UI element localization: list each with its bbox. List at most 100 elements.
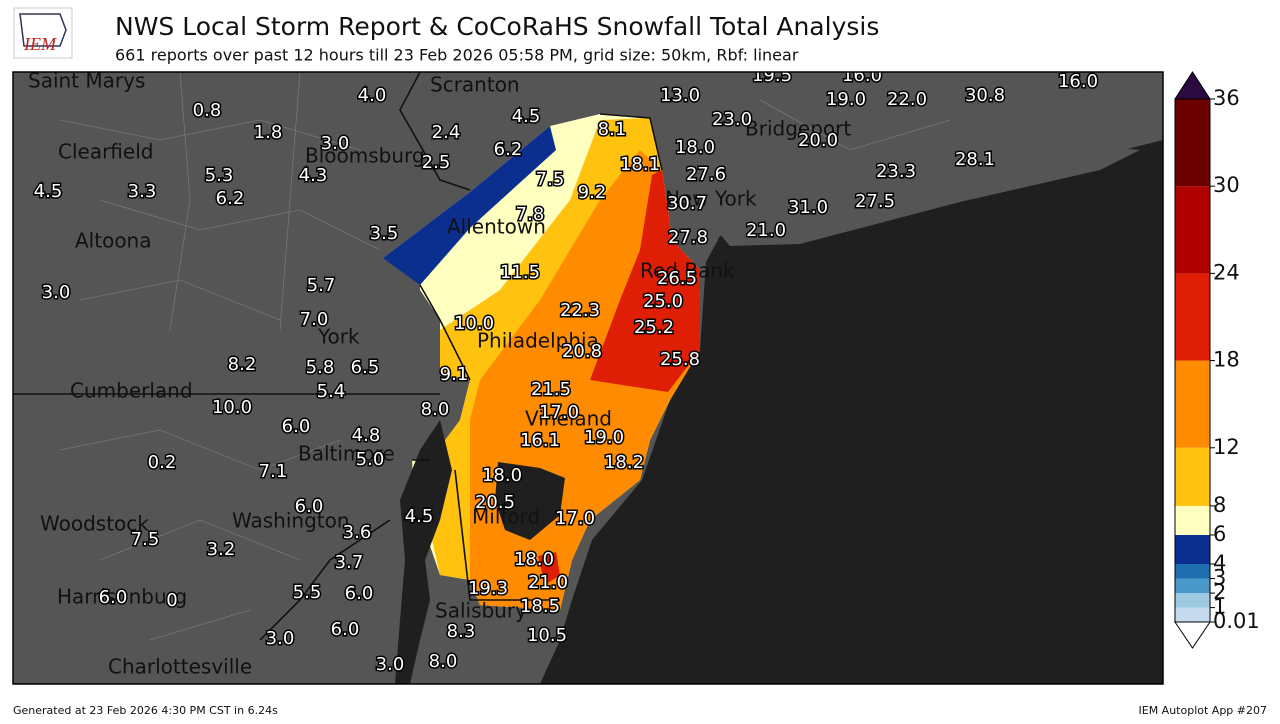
report-value: 3.0 [321,133,350,154]
report-value: 3.0 [42,282,71,303]
map: Saint Marys Scranton Clearfield Bloomsburg A… [12,65,1164,685]
report-value: 4.5 [405,506,434,527]
place-label: Charlottesville [108,655,252,679]
report-value: 19.0 [584,427,624,448]
report-value: 0.8 [193,100,222,121]
report-value: 5.0 [356,449,385,470]
report-value: 4.3 [299,165,328,186]
colorbar-tick-label: 6 [1213,522,1226,546]
colorbar-tick-label: 1 [1213,595,1226,619]
colorbar-bin [1175,534,1210,565]
report-value: 10.0 [454,313,494,334]
report-value: 22.0 [887,89,927,110]
report-value: 20.0 [798,130,838,151]
report-value: 7.0 [300,309,329,330]
place-label: Bridgeport [745,117,851,141]
report-value: 4.0 [358,85,387,106]
place-label: Milford [472,505,540,529]
report-value: 25.2 [634,317,674,338]
report-value: 21.0 [746,220,786,241]
colorbar-bin [1175,186,1210,274]
place-label: York [317,325,360,349]
report-value: 18.0 [482,465,522,486]
subtitle: 661 reports over past 12 hours till 23 F… [115,46,799,65]
report-value: 25.0 [643,291,683,312]
place-label: Washington [232,509,350,533]
report-value: 3.2 [207,539,236,560]
place-label: Baltimore [298,442,395,466]
place-label: Salisbury [435,599,527,623]
place-label: New York [665,187,757,211]
colorbar-bin [1175,447,1210,506]
colorbar-tick-label: 3 [1213,566,1226,590]
report-value: 13.0 [660,85,700,106]
reports: 4.0 0.8 1.8 3.0 2.4 4.5 6.2 2.5 8.1 13.0 19.5 16.0 1… [32,65,1099,677]
colorbar-bin [1175,578,1210,594]
report-value: 23.3 [876,161,916,182]
report-value: 31.0 [788,197,828,218]
report-value: 3.5 [370,223,399,244]
footer-left: Generated at 23 Feb 2026 4:30 PM CST in … [13,704,278,717]
colorbar-tick-label: 36 [1213,86,1240,110]
report-value: 3.7 [335,552,364,573]
report-value: 9.1 [440,364,469,385]
report-value: 0 [166,590,177,611]
report-value: 1.8 [254,122,283,143]
report-value: 7.5 [536,169,565,190]
report-value: 17.0 [555,508,595,529]
delaware-bay [495,462,565,540]
report-value: 25.8 [660,349,700,370]
report-value: 20.5 [475,492,515,513]
report-value: 28.1 [955,149,995,170]
report-value: 18.1 [620,154,660,175]
place-label: Allentown [447,215,546,239]
report-value: 5.7 [307,275,336,296]
places: Saint Marys Scranton Clearfield Bloomsburg A… [28,69,851,679]
report-value: 27.5 [855,191,895,212]
report-value: 6.2 [216,188,245,209]
colorbar-tick-label: 2 [1213,580,1226,604]
report-value: 18.2 [604,452,644,473]
place-label: Harrisonburg [57,585,187,609]
report-value: 27.8 [668,227,708,248]
report-value: 20.8 [562,341,602,362]
report-value: 19.5 [752,65,792,86]
place-label: Cumberland [70,379,193,403]
report-value: 17.0 [539,402,579,423]
colorbar-tick-label: 18 [1213,348,1240,372]
report-value: 30.7 [667,193,707,214]
report-value: 7.5 [131,529,160,550]
report-value: 7.8 [516,204,545,225]
colorbar-bin [1175,607,1210,622]
report-value: 5.3 [205,165,234,186]
place-label: Philadelphia [477,329,599,353]
report-value: 10.0 [212,397,252,418]
report-value: 4.5 [512,106,541,127]
colorbar-bin [1175,360,1210,448]
colorbar-bin [1175,99,1210,187]
title: NWS Local Storm Report & CoCoRaHS Snowfa… [115,12,879,41]
report-value: 21.0 [528,572,568,593]
report-value: 9.2 [578,182,607,203]
report-value: 6.0 [345,583,374,604]
report-value: 19.0 [826,89,866,110]
footer-right: IEM Autoplot App #207 [1139,704,1268,717]
colorbar-over [1174,71,1211,100]
place-label: Altoona [75,229,151,253]
report-value: 6.0 [282,416,311,437]
place-label: Saint Marys [28,69,145,93]
report-value: 0.2 [148,452,177,473]
logo-box [13,7,73,59]
report-value: 3.3 [128,181,157,202]
report-value: 26.5 [657,268,697,289]
report-value: 18.0 [675,137,715,158]
report-value: 16.0 [1058,71,1098,92]
colorbar-tick-label: 8 [1213,493,1226,517]
report-value: 4.5 [34,181,63,202]
colorbar-under [1174,621,1211,649]
report-value: 18.5 [520,596,560,617]
place-label: Clearfield [58,140,153,164]
place-label: Bloomsburg [305,144,425,168]
